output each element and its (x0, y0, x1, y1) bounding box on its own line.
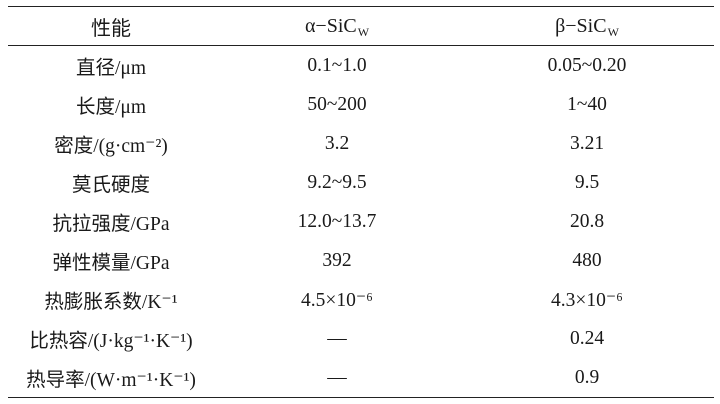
cell-property: 抗拉强度/GPa (52, 214, 170, 235)
table-body: 直径/μm 0.1~1.0 0.05~0.20 长度/μm 50~200 1~4… (8, 46, 714, 398)
cell-alpha: 9.2~9.5 (307, 171, 367, 193)
header-property: 性能 (8, 6, 214, 46)
table-row: 长度/μm 50~200 1~40 (8, 85, 714, 124)
cell-beta: 480 (572, 249, 602, 271)
cell-beta: 0.9 (460, 358, 714, 398)
cell-alpha: 12.0~13.7 (297, 210, 377, 232)
header-alpha-subscript: W (357, 24, 370, 39)
cell-property: 长度/μm (75, 97, 147, 118)
header-beta-text: β−SiC (555, 14, 607, 37)
cell-beta: 9.5 (574, 171, 600, 193)
cell-property: 直径/μm (75, 58, 147, 79)
cell-beta: 4.3×10⁻⁶ (551, 289, 623, 311)
header-property-text: 性能 (91, 17, 131, 40)
header-alpha-sic: α−SiCW (214, 6, 460, 46)
table-row: 直径/μm 0.1~1.0 0.05~0.20 (8, 46, 714, 86)
table-row: 密度/(g·cm⁻²) 3.2 3.21 (8, 124, 714, 163)
cell-property: 热导率/(W·m⁻¹·K⁻¹) (8, 358, 214, 398)
cell-property: 比热容/(J·kg⁻¹·K⁻¹) (29, 331, 193, 352)
cell-beta: 0.05~0.20 (547, 54, 627, 76)
cell-beta: 20.8 (569, 210, 605, 232)
header-beta-sic: β−SiCW (460, 6, 714, 46)
cell-property: 弹性模量/GPa (52, 253, 170, 274)
sic-whisker-properties-table: 性能 α−SiCW β−SiCW 直径/μm 0.1~1.0 0.05~0.20… (8, 6, 714, 398)
cell-beta: 3.21 (569, 132, 605, 154)
table-row: 热膨胀系数/K⁻¹ 4.5×10⁻⁶ 4.3×10⁻⁶ (8, 280, 714, 319)
cell-beta: 1~40 (567, 93, 607, 115)
header-beta-subscript: W (607, 24, 619, 39)
header-row: 性能 α−SiCW β−SiCW (8, 6, 714, 46)
table-row: 弹性模量/GPa 392 480 (8, 241, 714, 280)
table-row: 热导率/(W·m⁻¹·K⁻¹) — 0.9 (8, 358, 714, 398)
cell-property: 密度/(g·cm⁻²) (54, 136, 168, 157)
cell-property: 热膨胀系数/K⁻¹ (44, 292, 178, 313)
table-row: 抗拉强度/GPa 12.0~13.7 20.8 (8, 202, 714, 241)
cell-alpha: 50~200 (307, 93, 367, 115)
cell-alpha: — (214, 358, 460, 398)
cell-alpha: 0.1~1.0 (307, 54, 367, 76)
header-alpha-text: α−SiC (304, 14, 357, 37)
cell-alpha: 4.5×10⁻⁶ (301, 289, 373, 311)
table-row: 比热容/(J·kg⁻¹·K⁻¹) — 0.24 (8, 319, 714, 358)
cell-alpha: 3.2 (324, 132, 350, 154)
table-header: 性能 α−SiCW β−SiCW (8, 6, 714, 46)
cell-alpha: — (327, 327, 347, 349)
cell-property: 莫氏硬度 (71, 175, 150, 196)
table-row: 莫氏硬度 9.2~9.5 9.5 (8, 163, 714, 202)
cell-alpha: 392 (322, 249, 352, 271)
cell-beta: 0.24 (569, 327, 605, 349)
